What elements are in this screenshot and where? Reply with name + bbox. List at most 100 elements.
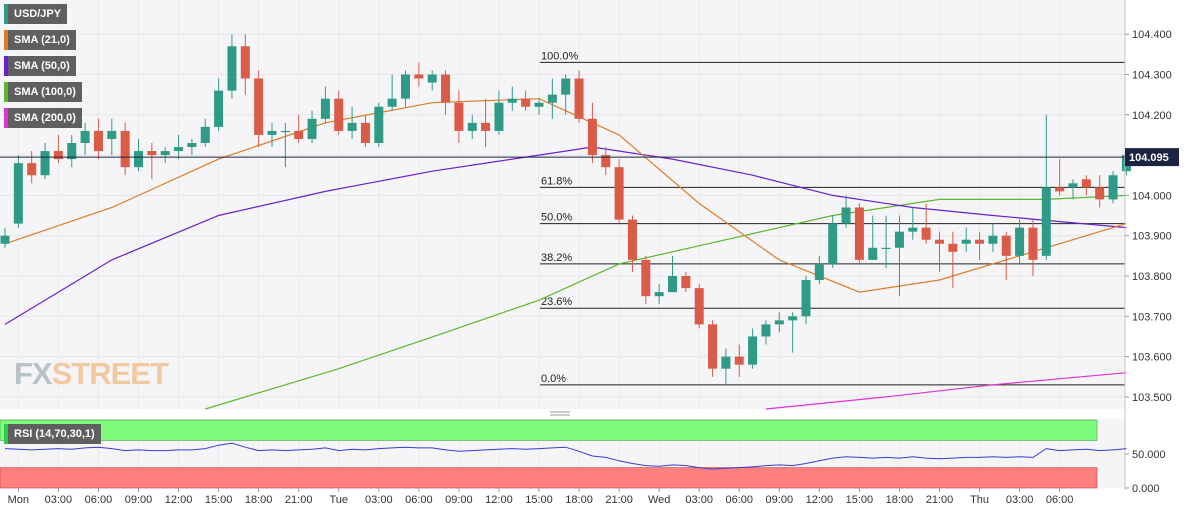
- candle: [774, 312, 784, 333]
- candle: [147, 143, 157, 180]
- candle: [280, 122, 290, 168]
- candle-body: [547, 94, 557, 103]
- candle-body: [1001, 235, 1011, 256]
- candle: [854, 203, 864, 264]
- candle: [0, 227, 10, 248]
- candle: [467, 114, 477, 139]
- candle: [401, 70, 410, 107]
- candle: [721, 348, 731, 385]
- main-plot-area: [0, 0, 1125, 409]
- candle-body: [13, 163, 23, 224]
- time-tick-label: Thu: [970, 494, 989, 506]
- legend-rsi[interactable]: RSI (14,70,30,1): [4, 424, 101, 444]
- candle-body: [67, 143, 77, 160]
- legend-sma-200[interactable]: SMA (200,0): [4, 108, 82, 128]
- rsi-line: [4, 442, 1127, 470]
- candle: [1015, 219, 1025, 264]
- time-tick-label: 09:00: [125, 494, 153, 506]
- time-axis[interactable]: Mon 03:00 06:00 09:00 12:00 15:00 18:00 21:00 Tu…: [8, 488, 1074, 506]
- time-tick-label: 21:00: [926, 494, 954, 506]
- candle: [841, 195, 851, 228]
- candle-body: [908, 227, 918, 232]
- candle-body: [1055, 187, 1065, 192]
- candle: [1055, 159, 1065, 196]
- candle-body: [748, 336, 758, 365]
- legend-sma-50[interactable]: SMA (50,0): [4, 56, 76, 76]
- candle: [948, 231, 958, 289]
- candle: [1095, 175, 1105, 208]
- candle-body: [414, 74, 424, 79]
- candle-body: [227, 46, 237, 91]
- candle: [481, 98, 491, 148]
- candle-body: [334, 98, 344, 131]
- candle: [187, 138, 197, 156]
- candle: [734, 344, 744, 377]
- candle-body: [975, 239, 985, 244]
- candle: [200, 118, 210, 148]
- candle-body: [120, 130, 130, 168]
- candle: [174, 134, 184, 160]
- last-price-tag-bg: [1125, 148, 1179, 167]
- candle-body: [254, 78, 264, 135]
- legend-sma-21-swatch: [4, 30, 8, 50]
- candle: [387, 74, 397, 111]
- time-tick-label: 03:00: [685, 494, 713, 506]
- candle-body: [921, 227, 931, 240]
- candle: [961, 227, 971, 252]
- time-tick-label: 03:00: [1006, 494, 1034, 506]
- time-tick-label: 03:00: [365, 494, 393, 506]
- candle-body: [627, 219, 637, 260]
- candle: [267, 122, 277, 148]
- candle: [641, 255, 651, 305]
- legend-rsi-label: RSI (14,70,30,1): [14, 428, 95, 440]
- legend-symbol-label: USD/JPY: [14, 8, 62, 20]
- candle-body: [614, 167, 624, 220]
- candle-body: [587, 118, 597, 156]
- price-tick-label: 104.000: [1132, 190, 1172, 202]
- last-price-tag: 104.095: [1125, 148, 1179, 167]
- candle-body: [1028, 227, 1038, 260]
- candle: [160, 147, 170, 164]
- candle: [294, 114, 304, 143]
- candle-body: [881, 247, 891, 249]
- time-tick-label: Tue: [329, 494, 348, 506]
- candle-body: [494, 102, 504, 131]
- candle-body: [214, 90, 224, 127]
- candle-body: [988, 235, 998, 244]
- panel-splitter[interactable]: [550, 411, 570, 416]
- legend-sma-21[interactable]: SMA (21,0): [4, 30, 76, 50]
- time-tick-label: 06:00: [405, 494, 433, 506]
- price-axis[interactable]: 104.400104.300104.200104.100104.000103.9…: [1124, 0, 1179, 490]
- legend-sma-100[interactable]: SMA (100,0): [4, 82, 82, 102]
- candle-body: [200, 126, 210, 143]
- fib-label: 0.0%: [541, 373, 566, 385]
- candle: [694, 284, 704, 329]
- candle: [1028, 219, 1038, 276]
- legend-sma-100-label: SMA (100,0): [14, 86, 76, 98]
- time-tick-label: 09:00: [445, 494, 473, 506]
- candle-body: [147, 151, 157, 156]
- price-tick-label: 104.200: [1132, 110, 1172, 122]
- last-price-value: 104.095: [1129, 152, 1169, 164]
- candle: [40, 143, 50, 180]
- candle: [547, 78, 557, 119]
- candle: [414, 62, 424, 87]
- candle-body: [454, 102, 464, 131]
- legend-sma-100-swatch: [4, 82, 8, 102]
- candle-body: [80, 130, 90, 143]
- candle: [988, 223, 998, 252]
- candle-body: [360, 122, 370, 143]
- candle: [334, 90, 344, 135]
- candle: [908, 207, 918, 240]
- time-tick-label: 15:00: [846, 494, 874, 506]
- candle-body: [347, 122, 357, 131]
- rsi-tick-label: 50.000: [1132, 449, 1166, 461]
- candle: [80, 122, 90, 156]
- legend-symbol[interactable]: USD/JPY: [4, 4, 68, 24]
- candle-body: [1015, 227, 1025, 256]
- time-tick-label: 06:00: [725, 494, 753, 506]
- candle-body: [788, 316, 798, 321]
- time-tick-label: 21:00: [605, 494, 633, 506]
- candle: [935, 231, 944, 272]
